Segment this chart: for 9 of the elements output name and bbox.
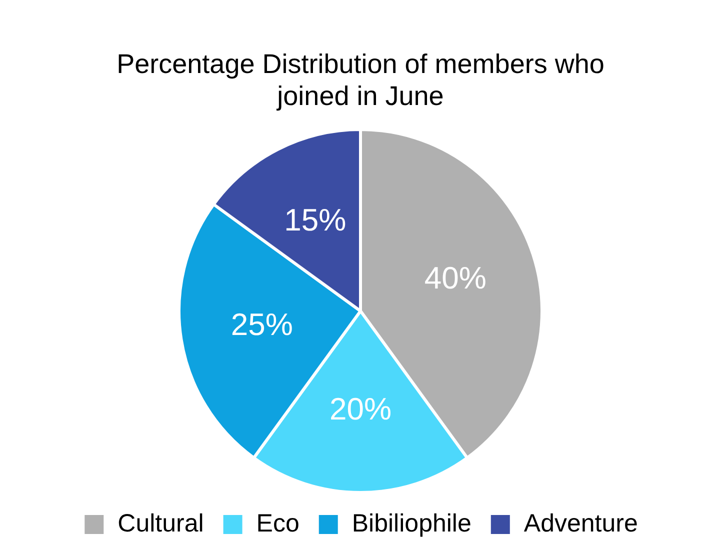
- data-label: 25%: [230, 307, 293, 342]
- chart-title: Percentage Distribution of members who joined in June: [116, 48, 606, 112]
- legend-label: Adventure: [524, 509, 638, 538]
- data-label: 40%: [424, 260, 486, 296]
- data-label: 20%: [329, 391, 392, 426]
- legend-label: Bibiliophile: [352, 509, 472, 538]
- legend-label: Cultural: [118, 509, 204, 538]
- legend-label: Eco: [256, 509, 300, 538]
- data-label: 15%: [284, 202, 346, 238]
